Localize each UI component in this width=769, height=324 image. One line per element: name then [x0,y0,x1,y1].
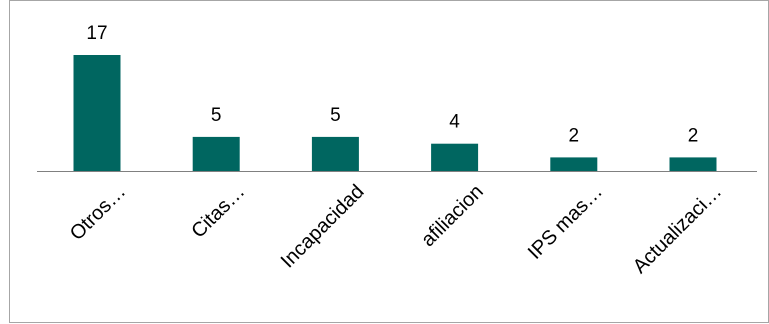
data-labels-layer: 17 5 5 4 2 2 [86,23,698,146]
bar-1 [73,55,121,171]
data-label-6: 2 [688,125,699,146]
x-tick-label-3: Incapacidad [277,181,369,273]
bar-3 [311,136,359,171]
bar-4 [431,143,479,171]
x-tick-label-4: afiliacion [417,181,488,252]
data-label-5: 2 [569,125,580,146]
data-label-4: 4 [449,112,460,133]
bars-layer [73,55,717,171]
data-label-2: 5 [211,105,222,126]
x-tick-label-1: Otros… [66,181,130,245]
bar-6 [669,157,717,171]
x-tick-label-2: Citas… [187,181,249,243]
x-tick-label-5: IPS mas… [524,181,607,264]
x-tick-label-6: Actualizaci… [629,181,726,278]
data-label-3: 5 [330,105,341,126]
bar-5 [550,157,598,171]
bar-2 [192,136,240,171]
category-labels-layer: Otros… Citas… Incapacidad afiliacion IPS mas… [66,181,726,278]
data-label-1: 17 [86,23,107,44]
chart-border [9,0,769,323]
